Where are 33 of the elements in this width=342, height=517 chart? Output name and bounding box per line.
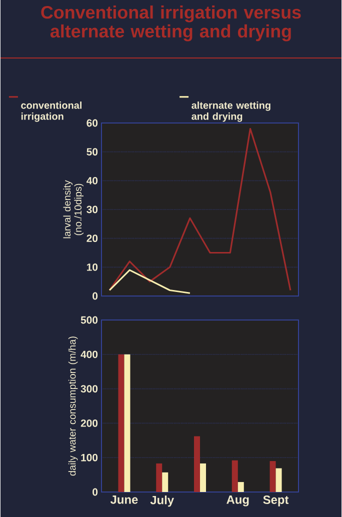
bar — [238, 482, 244, 492]
y-tick-label: 0 — [92, 488, 98, 496]
line-series — [108, 128, 292, 292]
bar — [156, 463, 162, 492]
x-tick-label: July — [150, 496, 174, 507]
x-tick-label: Aug — [226, 496, 249, 506]
y-axis-title: daily water consumption (m/ha) — [68, 336, 78, 476]
y-tick-label: 500 — [80, 316, 98, 324]
bar — [232, 460, 238, 492]
bar — [270, 461, 276, 492]
y-axis-title: larval density (no./10dips) — [63, 180, 84, 238]
y-tick-label: 0 — [92, 292, 98, 300]
y-tick-label: 100 — [81, 454, 98, 462]
bar — [200, 463, 206, 492]
legend-label: alternate wetting and drying — [192, 102, 270, 122]
chart-title: Conventional irrigation versus alternate wetting and drying — [41, 6, 301, 42]
y-tick-label: 10 — [87, 263, 98, 271]
y-tick-label: 50 — [86, 148, 98, 156]
y-tick-label: 30 — [86, 206, 98, 214]
y-tick-label: 400 — [80, 350, 98, 358]
bar — [124, 354, 130, 492]
y-tick-label: 60 — [86, 119, 98, 127]
bar — [118, 354, 124, 492]
bar — [276, 468, 282, 492]
bar — [194, 436, 200, 492]
y-tick-label: 20 — [86, 234, 98, 242]
bar — [162, 472, 168, 492]
legend-label: conventional irrigation — [21, 102, 82, 122]
y-tick-label: 200 — [80, 420, 98, 427]
y-tick-label: 300 — [80, 385, 98, 393]
x-tick-label: June — [110, 496, 138, 504]
x-tick-label: Sept — [263, 496, 289, 506]
y-tick-label: 40 — [86, 176, 98, 184]
